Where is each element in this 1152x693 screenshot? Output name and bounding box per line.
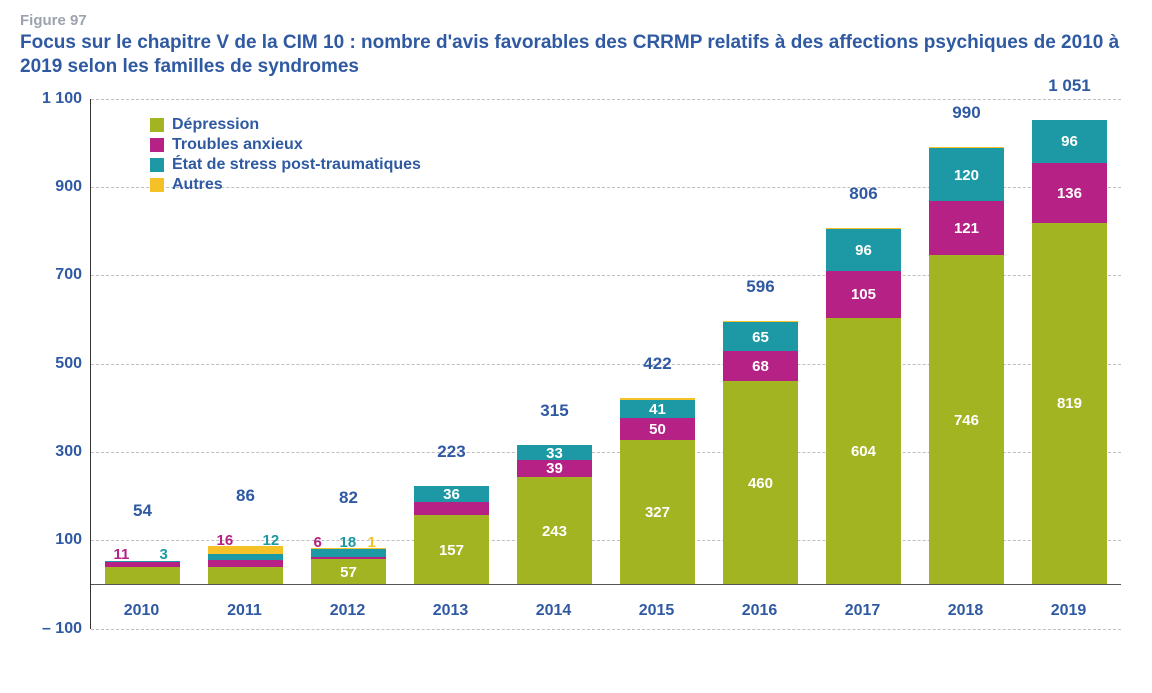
segment-value-label-outside: 1	[368, 534, 376, 551]
y-tick-label: 300	[22, 443, 82, 461]
grid-line	[91, 629, 1121, 630]
y-tick-label: 700	[22, 266, 82, 284]
x-tick-label: 2019	[1051, 602, 1087, 620]
bar-segment-depression	[105, 567, 179, 585]
bar-segment-autres	[929, 147, 1003, 148]
total-label: 1 051	[1032, 76, 1106, 96]
bar-segment-stress	[1032, 120, 1106, 162]
bar-segment-stress	[620, 400, 694, 418]
legend-label: Autres	[172, 176, 223, 194]
y-tick-label: 100	[22, 531, 82, 549]
total-label: 54	[105, 501, 179, 521]
bar-segment-autres	[620, 398, 694, 400]
zero-line	[91, 584, 1121, 585]
figure-title: Focus sur le chapitre V de la CIM 10 : n…	[20, 31, 1132, 79]
segment-value-label-outside: 16	[217, 532, 234, 549]
bar-segment-depression	[723, 381, 797, 584]
segment-value-label-outside: 3	[160, 546, 168, 563]
bar-segment-anxieux	[1032, 163, 1106, 223]
legend-item-depression: Dépression	[150, 116, 421, 134]
legend-swatch	[150, 158, 164, 172]
total-label: 82	[311, 488, 385, 508]
legend-label: Dépression	[172, 116, 259, 134]
x-tick-label: 2015	[639, 602, 675, 620]
legend-label: Troubles anxieux	[172, 136, 303, 154]
legend-swatch	[150, 118, 164, 132]
segment-value-label-outside: 12	[263, 532, 280, 549]
bar-segment-stress	[723, 322, 797, 351]
bar-segment-anxieux	[517, 460, 591, 477]
grid-line	[91, 99, 1121, 100]
x-tick-label: 2011	[227, 602, 262, 620]
bar-segment-depression	[208, 567, 282, 585]
x-tick-label: 2018	[948, 602, 984, 620]
figure-number: Figure 97	[20, 12, 1132, 29]
y-tick-label: 900	[22, 178, 82, 196]
legend-item-stress: État de stress post-traumatiques	[150, 156, 421, 174]
total-label: 990	[929, 103, 1003, 123]
segment-value-label-outside: 18	[340, 534, 357, 551]
total-label: 223	[414, 442, 488, 462]
bar-segment-depression	[414, 515, 488, 584]
legend-swatch	[150, 178, 164, 192]
bar-segment-anxieux	[620, 418, 694, 440]
bar-segment-anxieux	[414, 502, 488, 515]
bar-segment-stress	[208, 554, 282, 559]
x-tick-label: 2014	[536, 602, 572, 620]
bar-segment-depression	[620, 440, 694, 584]
x-tick-label: 2017	[845, 602, 881, 620]
bar-segment-anxieux	[208, 560, 282, 567]
bar-segment-depression	[517, 477, 591, 584]
bar-segment-anxieux	[723, 351, 797, 381]
legend-item-autres: Autres	[150, 176, 421, 194]
bar-segment-anxieux	[929, 201, 1003, 254]
total-label: 86	[208, 486, 282, 506]
bar-segment-depression	[311, 559, 385, 584]
total-label: 315	[517, 401, 591, 421]
bar-segment-anxieux	[826, 271, 900, 317]
y-tick-label: – 100	[22, 620, 82, 638]
x-tick-label: 2012	[330, 602, 366, 620]
legend-label: État de stress post-traumatiques	[172, 156, 421, 174]
x-tick-label: 2010	[124, 602, 160, 620]
total-label: 596	[723, 277, 797, 297]
bar-segment-anxieux	[311, 557, 385, 560]
x-tick-label: 2013	[433, 602, 469, 620]
bar-segment-depression	[929, 255, 1003, 584]
segment-value-label-outside: 6	[314, 534, 322, 551]
legend-item-anxieux: Troubles anxieux	[150, 136, 421, 154]
bar-segment-autres	[723, 321, 797, 322]
x-tick-label: 2016	[742, 602, 778, 620]
figure-container: Figure 97 Focus sur le chapitre V de la …	[0, 0, 1152, 693]
bar-segment-depression	[1032, 223, 1106, 585]
bar-segment-stress	[517, 445, 591, 460]
bar-segment-stress	[929, 148, 1003, 201]
bar-segment-stress	[826, 229, 900, 271]
bar-segment-stress	[414, 486, 488, 502]
legend: Dépression Troubles anxieux État de stress…	[150, 114, 421, 196]
total-label: 806	[826, 184, 900, 204]
legend-swatch	[150, 138, 164, 152]
total-label: 422	[620, 354, 694, 374]
y-tick-label: 500	[22, 355, 82, 373]
y-tick-label: 1 100	[22, 90, 82, 108]
bar-segment-depression	[826, 318, 900, 585]
segment-value-label-outside: 11	[114, 546, 130, 563]
stacked-bar-chart: 5486578215736223243393331532750414224606…	[20, 89, 1130, 679]
